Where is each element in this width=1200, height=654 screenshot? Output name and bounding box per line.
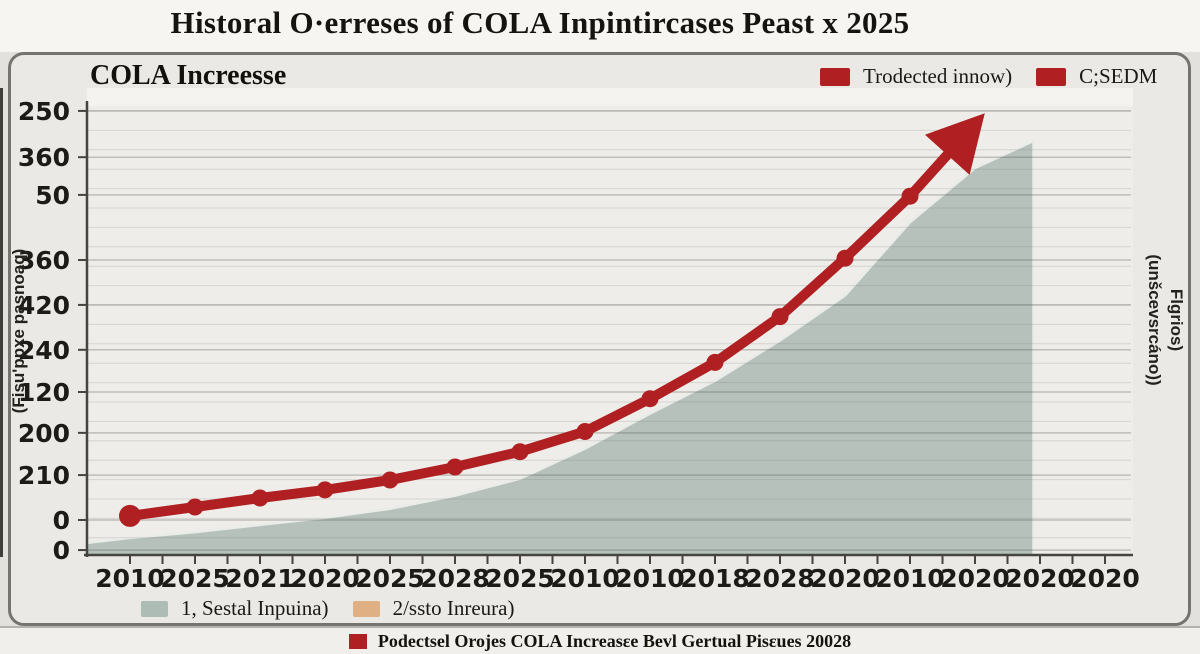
x-tick-label: 2020 xyxy=(1070,564,1140,593)
legend-swatch-tan-icon xyxy=(352,600,380,617)
data-point-dot xyxy=(641,390,659,408)
legend-swatch-red-icon xyxy=(1036,67,1067,86)
y-tick-label: 360 xyxy=(18,246,70,275)
y-tick-label: 250 xyxy=(18,97,70,126)
legend-bottom-label-2: 2/ssto Inreura) xyxy=(392,596,515,620)
data-point-dot xyxy=(251,489,269,507)
legend-bottom-label-1: 1, Sestal Inpuina) xyxy=(181,596,329,620)
data-point-dot xyxy=(836,249,854,267)
trend-line xyxy=(125,142,959,521)
x-tick-label: 2020 xyxy=(810,564,880,593)
data-point-dot xyxy=(446,458,464,476)
legend-top-label-1: Trodected innow) xyxy=(863,64,1013,88)
x-tick-label: 2028 xyxy=(745,564,815,593)
legend-swatch-area-icon xyxy=(141,600,168,617)
data-point-dot xyxy=(771,308,789,326)
x-tick-label: 2028 xyxy=(420,564,490,593)
x-tick-label: 2025 xyxy=(485,564,555,593)
x-tick-label: 2010 xyxy=(550,564,620,593)
data-point-dot xyxy=(706,353,724,371)
legend-top: Trodected innow) C;SEDM xyxy=(820,64,1157,89)
y-tick-label: 420 xyxy=(18,291,70,320)
area-series xyxy=(87,141,1034,555)
data-point-dot xyxy=(316,481,334,499)
legend-swatch-red-icon xyxy=(820,67,850,86)
y-axis-label-right-line2: (unšcevsrcáno)) xyxy=(1144,254,1164,386)
data-point-dot xyxy=(186,498,204,516)
page-title: Historal O·erreses of COLA Inpintircases… xyxy=(170,5,910,40)
plot-top-strip xyxy=(87,88,1133,106)
x-tick-label: 2018 xyxy=(680,564,750,593)
arrowhead xyxy=(925,113,985,175)
y-tick-label: 0 xyxy=(53,536,70,565)
legend-bottom: 1, Sestal Inpuina) 2/ssto Inreura) xyxy=(141,596,514,621)
y-tick-label: 240 xyxy=(18,336,70,365)
area-top-edge xyxy=(86,139,1035,555)
x-tick-label: 2010 xyxy=(615,564,685,593)
data-point-dot xyxy=(381,471,399,489)
footer-caption: Podectsel Orojes COLA Increasεe Bevl Ger… xyxy=(377,630,852,651)
footer-strip: Podectsel Orojes COLA Increasεe Bevl Ger… xyxy=(0,626,1200,654)
x-tick-label: 2010 xyxy=(95,564,165,593)
title-band xyxy=(0,0,1200,52)
y-tick-label: 120 xyxy=(18,378,70,407)
x-tick-label: 2010 xyxy=(875,564,945,593)
chart-title: COLA Increesse xyxy=(90,60,287,91)
data-point-dot xyxy=(576,423,594,440)
y-tick-label: 210 xyxy=(18,461,70,490)
footer-swatch-red-icon xyxy=(348,633,367,649)
x-tick-label: 2025 xyxy=(355,564,425,593)
y-axis-label-right: Flgrios) (unšcevsrcáno)) xyxy=(1139,215,1187,425)
data-point-dot xyxy=(511,443,529,461)
legend-top-label-2: C;SEDM xyxy=(1079,64,1158,88)
x-tick-label: 2021 xyxy=(225,564,295,593)
y-tick-label: 0 xyxy=(53,506,70,535)
left-edge-divider xyxy=(0,88,3,557)
y-tick-label: 50 xyxy=(35,181,70,210)
y-tick-label: 360 xyxy=(18,143,70,172)
x-tick-label: 2020 xyxy=(940,564,1010,593)
x-tick-label: 2020 xyxy=(1005,564,1075,593)
data-point-dot xyxy=(119,504,141,527)
x-tick-label: 2020 xyxy=(290,564,360,593)
x-tick-label: 2025 xyxy=(160,564,230,593)
y-axis-label-right-line1: Flgrios) xyxy=(1167,288,1186,352)
data-point-dot xyxy=(901,187,919,205)
y-axis-label-left: (Fisu'ppxe pasnoaq) xyxy=(9,248,28,414)
y-tick-label: 200 xyxy=(18,419,70,448)
